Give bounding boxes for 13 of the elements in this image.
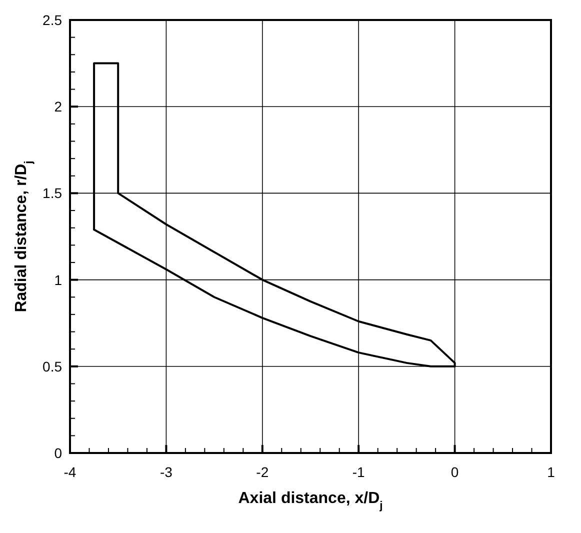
x-tick-label: -4 xyxy=(64,464,76,480)
y-tick-label: 2 xyxy=(54,98,62,115)
x-tick-label: 0 xyxy=(450,464,459,480)
x-tick-label: 1 xyxy=(547,464,556,480)
x-tick-label: -3 xyxy=(160,464,173,480)
y-tick-label: 1.5 xyxy=(42,185,62,202)
y-tick-label: 0 xyxy=(54,445,62,461)
y-tick-label: 2.5 xyxy=(42,12,62,28)
y-tick-label: 1 xyxy=(54,272,62,288)
x-tick-label: -2 xyxy=(256,464,269,480)
y-tick-label: 0.5 xyxy=(42,358,62,374)
x-axis-title: Axial distance, x/D$_{j}$ xyxy=(238,490,383,512)
x-tick-label: -1 xyxy=(352,464,366,480)
